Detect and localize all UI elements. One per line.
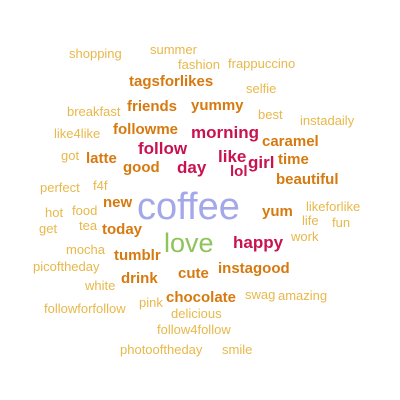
word-likeforlike: likeforlike [306,199,361,214]
word-smile: smile [222,342,253,357]
word-beautiful: beautiful [276,171,339,188]
word-food: food [72,203,98,218]
word-happy: happy [233,233,284,252]
word-lol: lol [230,163,248,180]
word-yummy: yummy [191,97,244,114]
word-like4like: like4like [54,126,101,141]
word-hot: hot [45,205,64,220]
word-caramel: caramel [262,133,319,150]
word-latte: latte [86,150,117,167]
word-selfie: selfie [246,81,277,96]
word-tagsforlikes: tagsforlikes [129,73,214,90]
word-get: get [39,221,58,236]
word-life: life [302,213,319,228]
word-fashion: fashion [178,57,220,72]
word-got: got [61,148,80,163]
word-fun: fun [332,215,351,230]
word-followme: followme [113,121,179,138]
word-summer: summer [150,42,197,57]
word-perfect: perfect [40,180,80,195]
word-photooftheday: photooftheday [120,342,203,357]
word-time: time [278,151,309,168]
word-new: new [103,194,133,211]
word-picoftheday: picoftheday [33,259,100,274]
word-followforfollow: followforfollow [44,301,126,316]
word-frappuccino: frappuccino [228,56,296,71]
word-follow4follow: follow4follow [157,322,231,337]
word-love: love [164,228,214,258]
word-delicious: delicious [171,306,222,321]
word-mocha: mocha [66,242,106,257]
word-follow: follow [138,139,188,158]
word-f4f: f4f [93,178,108,193]
word-cute: cute [178,265,209,282]
word-instagood: instagood [218,260,290,277]
word-pink: pink [139,295,163,310]
word-instadaily: instadaily [300,113,355,128]
word-today: today [102,221,143,238]
word-friends: friends [127,98,178,115]
word-amazing: amazing [278,288,328,303]
word-day: day [177,158,207,177]
word-tumblr: tumblr [114,247,161,264]
word-drink: drink [121,270,158,287]
word-work: work [291,229,319,244]
word-white: white [85,278,116,293]
word-like: like [218,147,247,166]
word-tea: tea [79,218,98,233]
word-morning: morning [191,123,259,142]
word-swag: swag [245,287,276,302]
word-yum: yum [262,203,293,220]
word-best: best [258,107,283,122]
word-shopping: shopping [69,46,122,61]
word-good: good [123,159,160,176]
word-chocolate: chocolate [166,289,237,306]
word-girl: girl [248,153,275,172]
word-coffee: coffee [137,186,240,228]
word-breakfast: breakfast [67,104,121,119]
